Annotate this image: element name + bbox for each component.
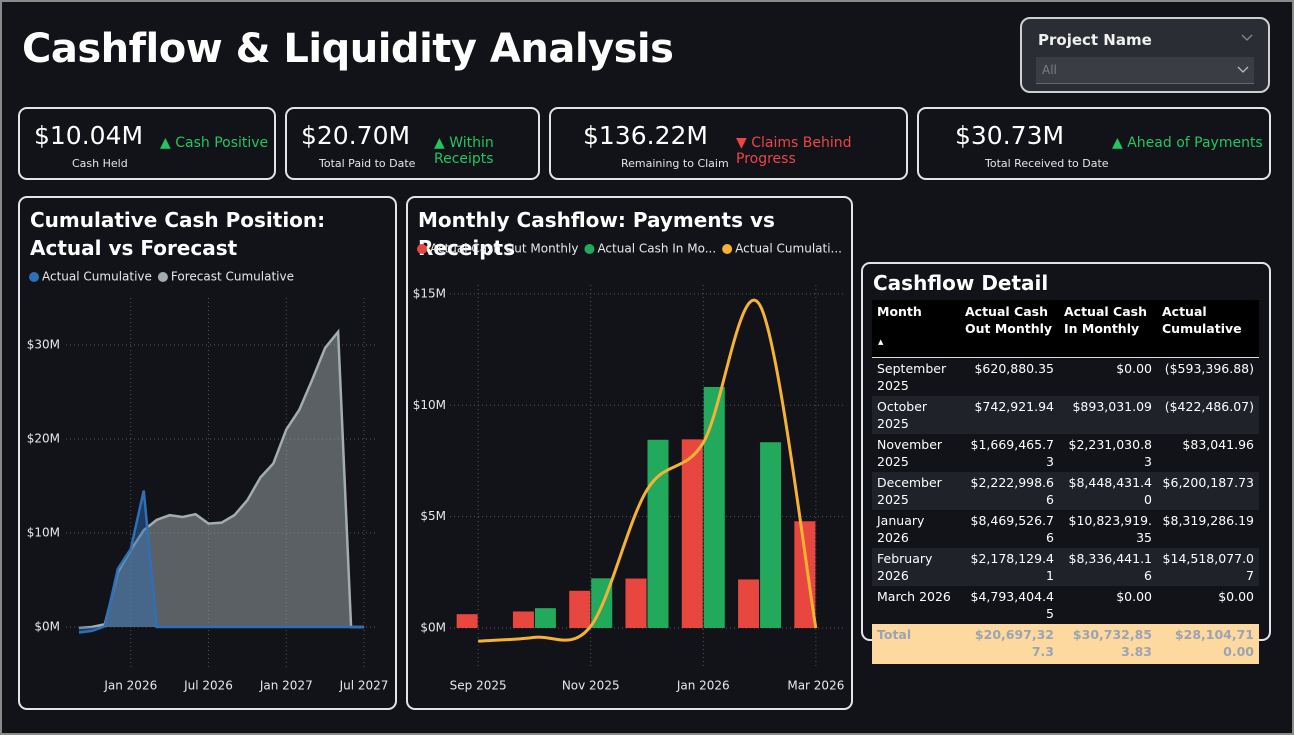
kpi-value: $10.04M [34, 121, 144, 150]
kpi-value: $136.22M [583, 121, 708, 150]
column-header: Actual Cash In Monthly [1059, 300, 1157, 358]
chart-title: Cumulative Cash Position: Actual vs Fore… [30, 208, 326, 260]
monthly-panel: Monthly Cashflow: Payments vs Receipts [406, 196, 853, 710]
table-cell: $8,336,441.16 [1059, 548, 1157, 586]
kpi-value: $30.73M [955, 121, 1065, 150]
table-cell: $2,222,998.66 [960, 472, 1059, 510]
table-cell: ($422,486.07) [1157, 396, 1259, 434]
table-cell: $8,469,526.76 [970, 513, 1055, 545]
table-row: September 2025 $620,880.35 $0.00 ($593,396.… [872, 358, 1259, 397]
total-cell: $20,697,327.3 [960, 624, 1059, 664]
table-cell: $2,178,129.41 [960, 548, 1059, 586]
cumulative-panel: Cumulative Cash Position: Actual vs Fore… [18, 196, 397, 710]
table-cell: $10,823,919.35 [1068, 513, 1153, 545]
total-cell: $30,732,853.83 [1059, 624, 1157, 664]
column-header: Month ▲ [872, 300, 960, 358]
kpi-card: $30.73M Total Received to Date ▲ Ahead of … [917, 107, 1271, 180]
table-cell: $0.00 [1116, 361, 1152, 376]
column-header: Actual Cash Out Monthly [960, 300, 1059, 358]
table-cell: $8,448,431.40 [1059, 472, 1157, 510]
table-cell: $6,200,187.73 [1157, 472, 1259, 510]
table-cell: December 2025 [872, 472, 960, 510]
table-row: November 2025 $1,669,465.73 $2,231,030.83 $… [872, 434, 1259, 472]
project-slicer[interactable]: Project Name All [1020, 17, 1270, 93]
slicer-dropdown[interactable]: All [1036, 57, 1254, 84]
table-cell: $83,041.96 [1182, 437, 1254, 452]
table-cell: $893,031.09 [1059, 396, 1157, 434]
header-row: Month ▲ Actual Cash Out Monthly Actual Cash… [872, 300, 1259, 358]
header-text: Actual Cash Out Monthly [965, 304, 1053, 336]
header-text: Actual Cumulative [1162, 304, 1242, 336]
sort-icon: ▲ [878, 338, 884, 346]
total-cell: $28,104,710.00 [1157, 624, 1259, 664]
table-row: February 2026 $2,178,129.41 $8,336,441.16 $… [872, 548, 1259, 586]
kpi-label: Total Received to Date [985, 157, 1109, 170]
kpi-status: ▲ Cash Positive [160, 135, 269, 151]
detail-table: Month ▲ Actual Cash Out Monthly Actual Cash… [872, 300, 1259, 664]
table-cell: ($593,396.88) [1164, 361, 1254, 376]
header-text: Actual Cash In Monthly [1064, 304, 1147, 336]
table-cell: January 2026 [877, 513, 925, 545]
table-cell: $14,518,077.07 [1157, 548, 1259, 586]
kpi-card: $10.04M Cash Held ▲ Cash Positive [18, 107, 276, 180]
table-cell: $0.00 [1218, 589, 1254, 604]
kpi-value: $20.70M [301, 121, 411, 150]
table-cell: $8,319,286.19 [1162, 513, 1254, 528]
table-cell: $1,669,465.73 [970, 437, 1055, 469]
kpi-label: Cash Held [72, 157, 128, 170]
slicer-chevron [1241, 34, 1253, 41]
dropdown-chevron [1237, 66, 1249, 73]
kpi-status: ▲ Ahead of Payments [1112, 135, 1263, 151]
table-row: December 2025 $2,222,998.66 $8,448,431.40 $… [872, 472, 1259, 510]
kpi-card: $20.70M Total Paid to Date ▲ Within Receip… [285, 107, 540, 180]
kpi-status: ▼ Claims Behind Progress [736, 135, 852, 167]
table-cell: $0.00 [1116, 589, 1152, 604]
page-title: Cashflow & Liquidity Analysis [22, 26, 674, 72]
table-cell: $2,231,030.83 [1068, 437, 1153, 469]
table-cell: March 2026 [877, 589, 951, 604]
table-cell: October 2025 [872, 396, 960, 434]
kpi-card: $136.22M Remaining to Claim ▼ Claims Behin… [549, 107, 908, 180]
total-row: Total $20,697,327.3 $30,732,853.83 $28,104,… [872, 624, 1259, 664]
table-cell: $620,880.35 [974, 361, 1054, 376]
column-header: Actual Cumulative [1157, 300, 1259, 358]
table-title: Cashflow Detail [873, 271, 1049, 295]
table-cell: $4,793,404.45 [970, 589, 1055, 621]
table-cell: $742,921.94 [960, 396, 1059, 434]
table-cell: September 2025 [877, 361, 947, 393]
slicer-label: Project Name [1038, 31, 1152, 49]
kpi-label: Remaining to Claim [621, 157, 729, 170]
table-cell: November 2025 [877, 437, 943, 469]
table-row: March 2026 $4,793,404.45 $0.00 $0.00 [872, 586, 1259, 624]
chart-title: Monthly Cashflow: Payments vs Receipts [418, 208, 775, 260]
kpi-status: ▲ Within Receipts [434, 135, 494, 167]
total-cell: Total [872, 624, 960, 664]
header-text: Month [877, 304, 922, 319]
table-row: October 2025 $742,921.94 $893,031.09 ($422,… [872, 396, 1259, 434]
table: Month ▲ Actual Cash Out Monthly Actual Cash… [872, 300, 1259, 664]
slicer-value: All [1042, 63, 1057, 77]
table-row: January 2026 $8,469,526.76 $10,823,919.35 $… [872, 510, 1259, 548]
kpi-label: Total Paid to Date [319, 157, 416, 170]
table-cell: February 2026 [872, 548, 960, 586]
